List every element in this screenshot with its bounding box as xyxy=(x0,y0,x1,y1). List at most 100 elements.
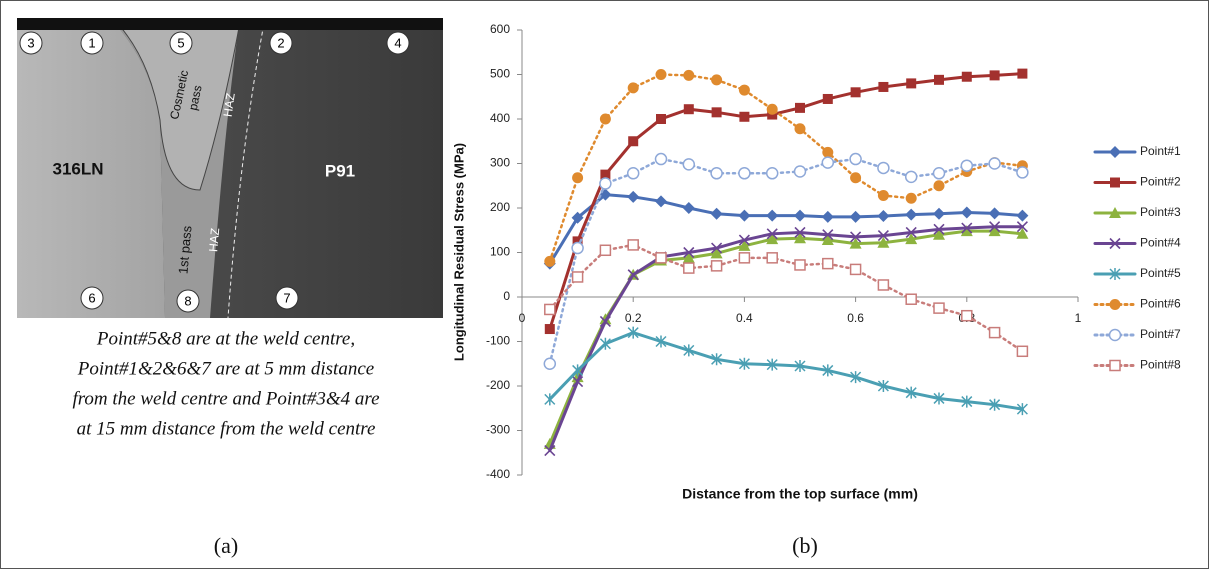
marker xyxy=(626,167,640,180)
caption-line: Point#5&8 are at the weld centre, xyxy=(96,328,355,349)
marker xyxy=(738,252,751,264)
y-tick-label: -100 xyxy=(486,334,510,348)
marker xyxy=(1110,177,1120,188)
marker xyxy=(682,158,696,171)
marker xyxy=(821,234,834,246)
point-number: 7 xyxy=(283,290,290,305)
marker xyxy=(711,353,723,366)
marker xyxy=(933,228,945,240)
marker xyxy=(960,225,973,237)
marker xyxy=(655,252,667,264)
marker xyxy=(961,222,973,234)
marker xyxy=(878,81,889,92)
marker xyxy=(1109,359,1121,372)
marker xyxy=(877,236,890,248)
marker xyxy=(628,136,639,147)
marker xyxy=(544,303,556,316)
marker xyxy=(988,157,1001,170)
series-line xyxy=(548,225,1024,453)
x-tick-label: 1 xyxy=(1075,311,1082,325)
marker xyxy=(1108,328,1122,342)
point-number: 5 xyxy=(177,35,184,50)
marker xyxy=(794,259,806,271)
marker xyxy=(821,210,834,223)
top-edge xyxy=(17,18,443,30)
legend-label: Point#2 xyxy=(1140,175,1181,189)
marker xyxy=(822,229,834,241)
legend-label: Point#4 xyxy=(1140,236,1181,250)
marker xyxy=(627,82,639,94)
haz-label: HAZ xyxy=(206,227,222,252)
marker xyxy=(794,123,806,135)
marker xyxy=(933,392,945,405)
marker xyxy=(905,208,918,221)
marker xyxy=(655,69,667,80)
marker xyxy=(544,393,556,406)
marker xyxy=(738,84,750,96)
point-number: 6 xyxy=(88,290,95,305)
marker xyxy=(599,177,612,190)
marker xyxy=(627,239,639,251)
marker xyxy=(961,71,972,82)
marker xyxy=(821,156,835,169)
point-circle xyxy=(386,31,410,55)
marker xyxy=(572,375,584,388)
caption-line: Point#1&2&6&7 are at 5 mm distance xyxy=(77,358,374,379)
marker xyxy=(738,209,751,222)
y-tick-label: 500 xyxy=(490,67,510,81)
marker xyxy=(627,326,639,339)
marker xyxy=(793,165,807,178)
marker xyxy=(932,167,946,180)
marker xyxy=(543,357,557,370)
marker xyxy=(627,269,639,281)
weld-label: pass xyxy=(186,84,205,112)
marker xyxy=(989,70,1000,81)
point-number: 1 xyxy=(88,35,95,50)
marker xyxy=(794,209,806,222)
marker xyxy=(1017,68,1028,79)
marker xyxy=(905,386,917,399)
marker xyxy=(988,225,1001,237)
marker xyxy=(877,190,889,202)
marker xyxy=(849,152,862,166)
marker xyxy=(572,364,584,377)
marker xyxy=(849,237,862,249)
marker xyxy=(794,232,806,244)
marker xyxy=(572,172,584,184)
marker xyxy=(905,293,917,305)
marker xyxy=(683,246,695,259)
marker xyxy=(655,195,667,208)
marker xyxy=(1016,209,1029,222)
marker xyxy=(738,234,750,246)
legend-label: Point#6 xyxy=(1140,297,1181,311)
material-label: 316LN xyxy=(52,159,103,178)
marker xyxy=(682,202,695,214)
marker xyxy=(710,260,723,272)
marker xyxy=(599,113,611,125)
marker xyxy=(1109,146,1121,158)
marker xyxy=(766,358,778,371)
point-circle xyxy=(275,286,299,310)
marker xyxy=(1016,345,1029,358)
marker xyxy=(1109,207,1121,218)
marker xyxy=(933,302,945,314)
marker xyxy=(655,335,667,348)
marker xyxy=(849,210,862,223)
marker xyxy=(849,263,862,276)
point-number: 4 xyxy=(394,35,401,50)
marker xyxy=(1016,403,1028,416)
haz-line xyxy=(227,17,266,319)
marker xyxy=(544,255,556,267)
y-tick-label: 0 xyxy=(503,289,510,303)
marker xyxy=(683,104,694,115)
marker xyxy=(822,93,833,104)
marker xyxy=(905,233,918,245)
marker xyxy=(682,251,695,263)
plot: -400 -300 -200 -100 0 100 200 300 400 500 600 0 0.2 0… xyxy=(486,22,1181,481)
marker xyxy=(711,74,723,86)
panel-label: (a) xyxy=(214,533,238,558)
marker xyxy=(904,170,918,184)
marker xyxy=(766,252,778,264)
marker xyxy=(627,190,640,203)
